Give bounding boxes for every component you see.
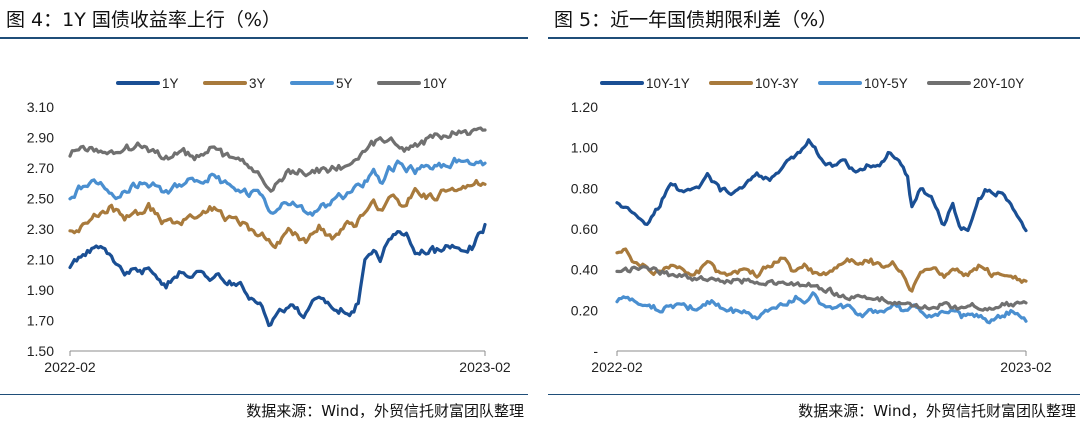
series-line-10y-3y	[615, 247, 1028, 293]
y-tick-label: 0.20	[571, 302, 598, 318]
x-tick-label-start: 2022-02	[591, 359, 643, 375]
series-line-5y	[68, 156, 487, 217]
y-tick-label: 0.80	[571, 180, 598, 196]
y-tick-label: 1.50	[27, 343, 54, 359]
y-tick-label: 1.00	[571, 140, 598, 156]
figure-4-source: 数据来源：Wind，外贸信托财富团队整理	[246, 402, 524, 420]
y-tick-label: 1.20	[571, 99, 598, 115]
legend-label-20y-10y: 20Y-10Y	[973, 76, 1024, 91]
figure-4-top-rule	[0, 37, 528, 39]
series-line-1y	[68, 222, 487, 328]
y-tick-label: 1.70	[27, 313, 54, 329]
legend-label-10y-3y: 10Y-3Y	[755, 76, 799, 91]
series-line-20y-10y	[615, 265, 1028, 312]
figure-4-panel: 图 4：1Y 国债收益率上行（%） 3.10 2.90 2.70 2.50 2.30 2.…	[0, 0, 528, 446]
figure-5-source: 数据来源：Wind，外贸信托财富团队整理	[798, 402, 1076, 420]
x-tick-label-start: 2022-02	[44, 359, 96, 375]
figure-5-bottom-rule	[548, 394, 1080, 395]
y-tick-label: 0.60	[571, 221, 598, 237]
y-tick-label: 0.40	[571, 262, 598, 278]
figure-4-bottom-rule	[0, 394, 528, 395]
series-line-10y-5y	[615, 291, 1028, 325]
figure-4-title: 图 4：1Y 国债收益率上行（%）	[6, 9, 281, 31]
x-tick-label-end: 2023-02	[1000, 359, 1052, 375]
y-tick-label: -	[593, 343, 598, 359]
figure-5-panel: 图 5：近一年国债期限利差（%） 1.20 1.00 0.80 0.60 0.40 0.2…	[548, 0, 1080, 446]
legend-label-10y-1y: 10Y-1Y	[646, 76, 690, 91]
series-line-3y	[68, 178, 487, 250]
figure-4-chart: 3.10 2.90 2.70 2.50 2.30 2.10 1.90 1.70 1.502022…	[27, 76, 511, 375]
series-line-10y-1y	[615, 138, 1028, 233]
y-tick-label: 2.10	[27, 252, 54, 268]
legend-label-5y: 5Y	[336, 76, 353, 91]
y-tick-label: 2.30	[27, 221, 54, 237]
y-tick-label: 2.50	[27, 191, 54, 207]
legend-label-1y: 1Y	[162, 76, 179, 91]
legend-label-10y-5y: 10Y-5Y	[864, 76, 908, 91]
y-tick-label: 3.10	[27, 99, 54, 115]
figure-5-top-rule	[548, 37, 1080, 39]
figure-5-chart: 1.20 1.00 0.80 0.60 0.40 0.20 -2022-02 2023-02 1…	[571, 76, 1052, 375]
y-tick-label: 1.90	[27, 282, 54, 298]
figure-5-title: 图 5：近一年国债期限利差（%）	[554, 9, 838, 31]
series-line-10y	[68, 126, 487, 193]
x-tick-label-end: 2023-02	[459, 359, 511, 375]
y-tick-label: 2.70	[27, 160, 54, 176]
legend-label-10y: 10Y	[423, 76, 447, 91]
legend-label-3y: 3Y	[249, 76, 266, 91]
y-tick-label: 2.90	[27, 130, 54, 146]
